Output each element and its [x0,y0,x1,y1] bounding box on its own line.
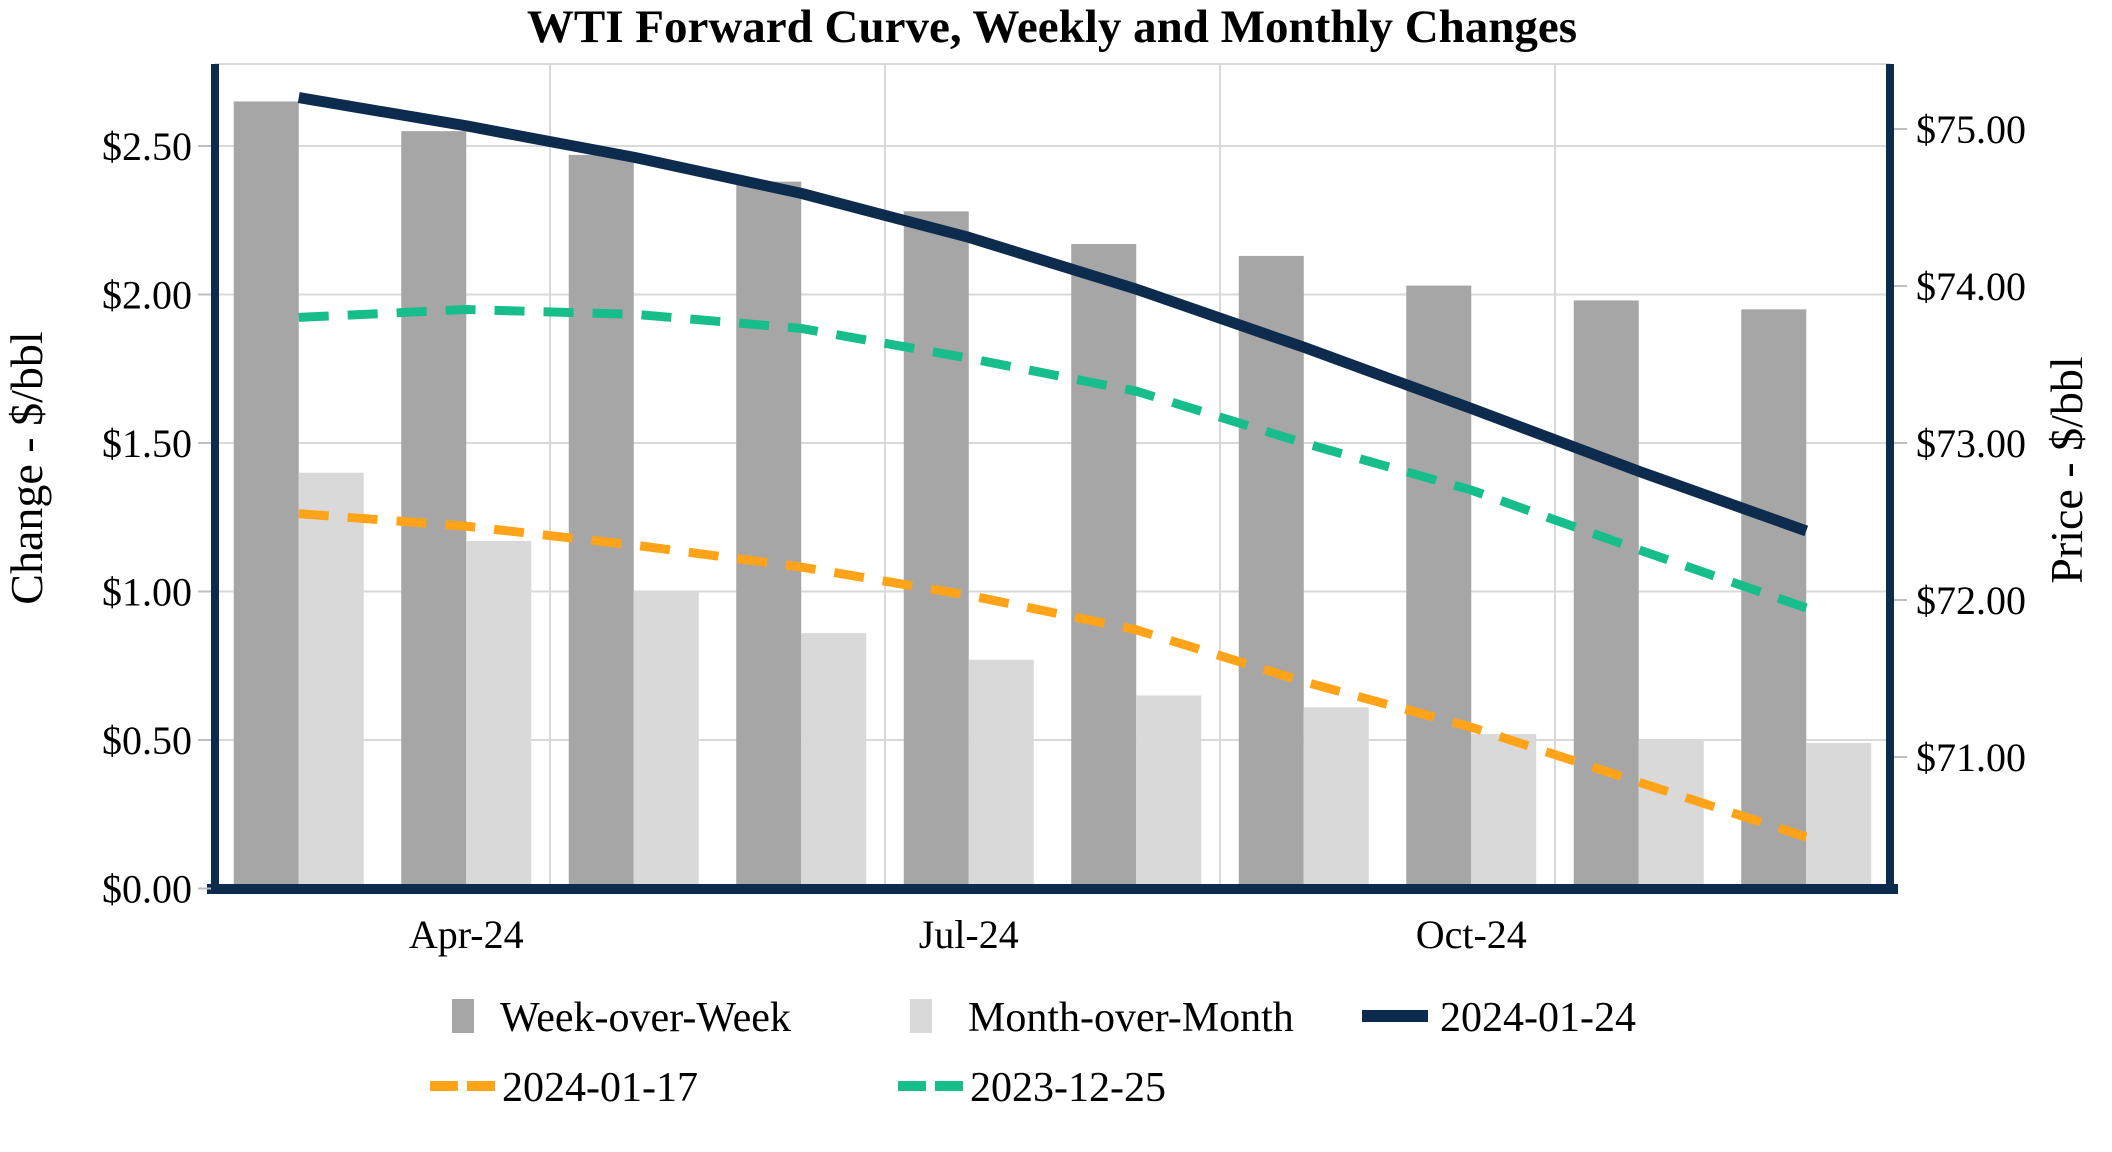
line-2023-12-25 [298,305,1808,613]
legend-marker-solid-line [1362,1010,1428,1022]
bar-month-over-month [466,541,532,884]
right-axis-tick-label: $71.00 [1916,735,2026,780]
legend-label: 2023-12-25 [970,1065,1166,1111]
bar-series [233,101,1872,885]
axis-labels: $0.00 $0.50 $1.00 $1.50 $2.00 $2.50 $71.00 $72.… [102,107,2026,957]
left-axis-tick-label: $1.50 [102,421,192,466]
legend-marker-bar [910,999,932,1033]
x-axis-tick-label: Oct-24 [1416,912,1527,957]
bar-month-over-month [801,633,867,884]
bar-month-over-month [1471,734,1537,884]
legend-marker-dash [935,1081,963,1091]
bar-month-over-month [1806,742,1872,884]
right-axis-tick-label: $73.00 [1916,421,2026,466]
bar-week-over-week [1573,300,1639,884]
line-2024-01-24 [297,92,1809,537]
left-axis-tick-label: $2.50 [102,124,192,169]
left-axis-tick-label: $1.00 [102,570,192,615]
left-axis-tick-label: $2.00 [102,273,192,318]
right-axis-tick-label: $74.00 [1916,264,2026,309]
bar-month-over-month [1638,740,1704,884]
right-axis-tick-label: $72.00 [1916,578,2026,623]
bar-week-over-week [568,154,634,884]
right-axis-title: Price - $/bbl [2041,356,2092,583]
right-axis-tick-label: $75.00 [1916,107,2026,152]
legend-marker-dash [898,1081,926,1091]
legend-marker-dash [467,1081,495,1091]
bar-week-over-week [1406,285,1472,885]
legend-label: 2024-01-24 [1440,995,1636,1041]
bottom-axis-line [207,884,1898,894]
left-axis-tick-label: $0.50 [102,718,192,763]
bar-month-over-month [633,591,699,884]
line-2024-01-17 [298,509,1808,842]
bar-month-over-month [298,472,364,884]
right-axis-spine [1886,64,1894,894]
legend-label: 2024-01-17 [502,1065,698,1111]
x-axis-tick-label: Jul-24 [919,912,1019,957]
bar-week-over-week [1238,255,1304,884]
legend: Week-over-Week Month-over-Month 2024-01-24… [430,995,1636,1111]
legend-marker-bar [452,999,474,1033]
line-series [297,92,1809,842]
axes [198,64,1907,894]
legend-label: Month-over-Month [968,995,1294,1041]
bar-week-over-week [903,211,969,885]
bar-month-over-month [968,659,1034,884]
left-axis-tick-label: $0.00 [102,867,192,912]
chart-title: WTI Forward Curve, Weekly and Monthly Ch… [527,1,1577,53]
bar-week-over-week [1071,244,1137,884]
legend-label: Week-over-Week [500,995,791,1041]
bar-month-over-month [1303,707,1369,884]
left-axis-spine [211,64,219,894]
bar-week-over-week [401,131,467,884]
left-axis-title: Change - $/bbl [1,331,52,604]
bar-week-over-week [1741,309,1807,885]
legend-marker-dash [430,1081,458,1091]
bar-week-over-week [736,181,802,884]
x-axis-tick-label: Apr-24 [409,912,524,957]
bar-month-over-month [1136,695,1202,884]
bar-week-over-week [233,101,299,884]
